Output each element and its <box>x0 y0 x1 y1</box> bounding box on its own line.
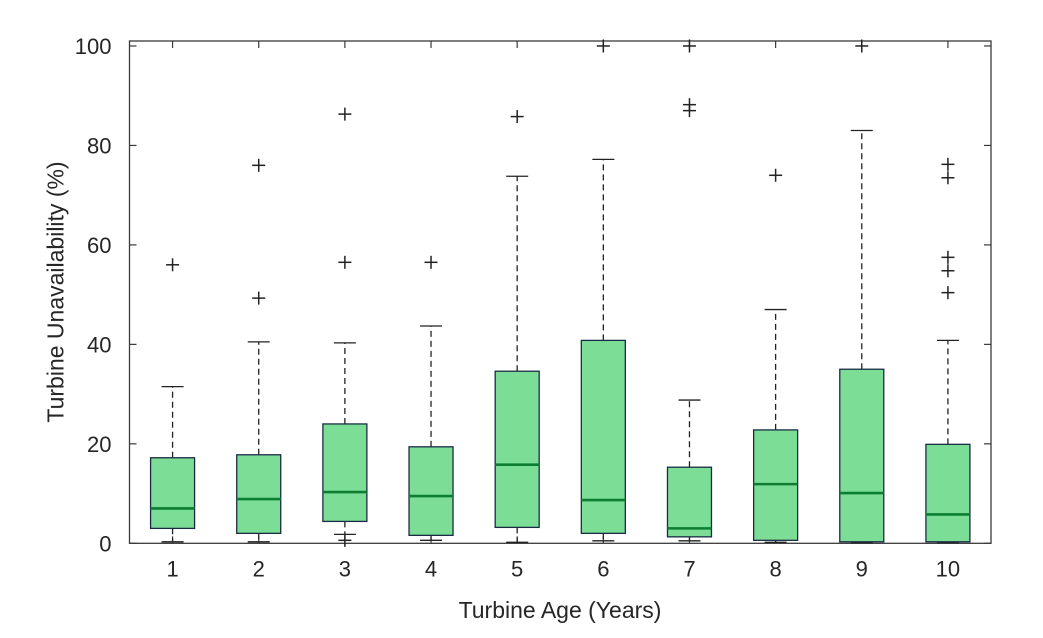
x-tick-label: 6 <box>597 556 609 581</box>
x-axis-title: Turbine Age (Years) <box>458 597 662 623</box>
plot-border <box>128 40 992 544</box>
y-tick-label: 40 <box>87 332 111 357</box>
y-tick-label: 20 <box>87 432 111 457</box>
x-tick-label: 4 <box>425 556 437 581</box>
y-tick-label: 80 <box>87 133 111 158</box>
box-year-2 <box>236 454 282 535</box>
box-year-3 <box>322 423 368 523</box>
box-year-7 <box>666 466 713 538</box>
y-tick-label: 100 <box>75 34 112 59</box>
x-tick-label: 3 <box>339 556 351 581</box>
box-year-5 <box>494 370 540 529</box>
box-year-9 <box>839 368 885 543</box>
box-year-1 <box>149 457 196 530</box>
box-year-10 <box>925 443 971 543</box>
y-tick-label: 0 <box>99 531 111 556</box>
x-tick-label: 7 <box>683 556 695 581</box>
x-tick-label: 10 <box>936 556 960 581</box>
x-tick-label: 5 <box>511 556 523 581</box>
box-year-4 <box>408 446 454 536</box>
x-tick-label: 9 <box>856 556 868 581</box>
x-tick-label: 1 <box>166 556 178 581</box>
y-tick-label: 60 <box>87 233 111 258</box>
x-tick-label: 2 <box>253 556 265 581</box>
x-tick-label: 8 <box>770 556 782 581</box>
box-year-6 <box>580 339 626 535</box>
y-axis-title: Turbine Unavailability (%) <box>42 161 69 423</box>
